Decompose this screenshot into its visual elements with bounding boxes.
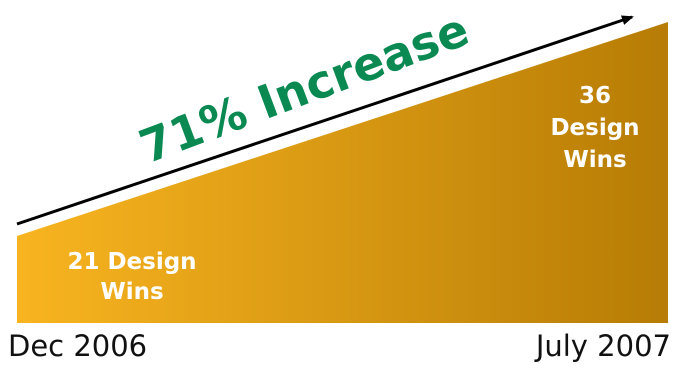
growth-wedge xyxy=(17,22,668,323)
trend-arrow xyxy=(16,15,634,226)
end-date-label: July 2007 xyxy=(535,329,671,363)
start-value-label: 21 Design Wins xyxy=(67,249,197,305)
start-date-label: Dec 2006 xyxy=(8,329,148,363)
end-value-label: 36 Design Wins xyxy=(550,83,640,173)
